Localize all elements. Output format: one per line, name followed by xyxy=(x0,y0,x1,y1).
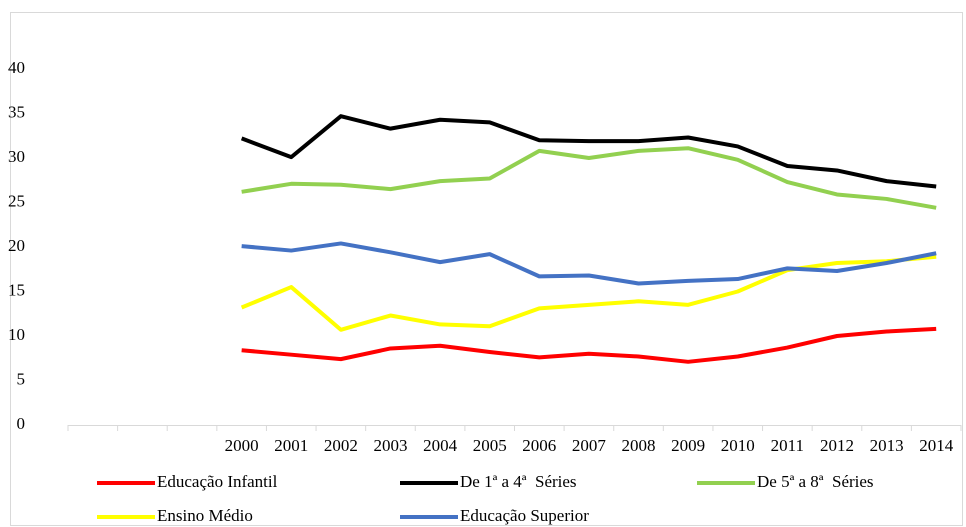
x-tick-label: 2010 xyxy=(721,436,755,455)
x-tick-label: 2013 xyxy=(870,436,904,455)
x-tick-label: 2009 xyxy=(671,436,705,455)
series-line xyxy=(240,114,937,189)
y-tick-label: 40 xyxy=(8,58,25,77)
y-tick-label: 5 xyxy=(17,369,26,388)
x-tick-label: 2002 xyxy=(324,436,358,455)
x-tick-label: 2001 xyxy=(274,436,308,455)
x-tick-label: 2007 xyxy=(572,436,607,455)
series-line xyxy=(241,146,937,210)
legend-label: Ensino Médio xyxy=(157,506,253,525)
y-tick-label: 30 xyxy=(8,147,25,166)
legend-label: De 1ª a 4ª Séries xyxy=(460,472,577,491)
x-tick-label: 2012 xyxy=(820,436,854,455)
series-line xyxy=(241,326,937,364)
x-tick-label: 2006 xyxy=(522,436,556,455)
legend-label: De 5ª a 8ª Séries xyxy=(757,472,874,491)
y-tick-label: 0 xyxy=(17,414,26,433)
legend-label: Educação Superior xyxy=(460,506,589,525)
y-tick-label: 15 xyxy=(8,280,25,299)
x-tick-label: 2014 xyxy=(919,436,954,455)
y-tick-label: 25 xyxy=(8,191,25,210)
y-tick-label: 20 xyxy=(8,236,25,255)
x-tick-label: 2008 xyxy=(622,436,656,455)
x-tick-label: 2003 xyxy=(373,436,407,455)
x-tick-label: 2004 xyxy=(423,436,458,455)
legend-label: Educação Infantil xyxy=(157,472,278,491)
y-tick-label: 35 xyxy=(8,102,25,121)
x-tick-label: 2000 xyxy=(225,436,259,455)
x-tick-label: 2011 xyxy=(771,436,804,455)
y-tick-label: 10 xyxy=(8,325,25,344)
series-line xyxy=(240,254,937,332)
series-line xyxy=(241,241,937,286)
x-tick-label: 2005 xyxy=(473,436,507,455)
